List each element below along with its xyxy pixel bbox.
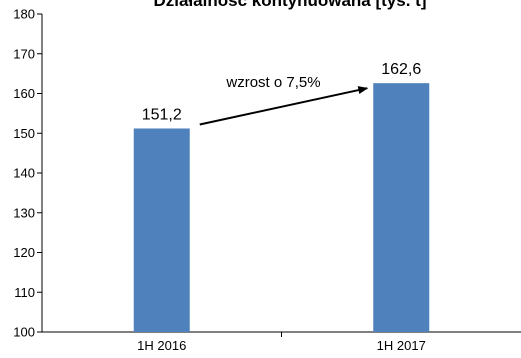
y-tick-label: 100 [13, 325, 35, 340]
x-axis: 1H 2016 1H 2017 [42, 331, 521, 353]
y-tick-label: 140 [13, 166, 35, 181]
y-tick-label: 170 [13, 46, 35, 61]
y-tick-label: 180 [13, 7, 35, 22]
x-tick-label: 1H 2016 [137, 338, 186, 353]
bar-value-label: 162,6 [381, 61, 421, 78]
bar [373, 83, 430, 332]
x-tick-label: 1H 2017 [377, 338, 426, 353]
data-labels: 151,2 162,6 [142, 61, 422, 123]
y-axis: 100 110 120 130 140 150 160 170 180 [13, 7, 43, 340]
y-tick-label: 150 [13, 126, 35, 141]
bars [133, 83, 430, 332]
y-tick-label: 160 [13, 86, 35, 101]
growth-arrow [199, 86, 369, 126]
bar-value-label: 151,2 [142, 106, 182, 123]
y-tick-label: 110 [14, 285, 35, 300]
y-tick-label: 130 [13, 205, 35, 220]
chart-title: Działalność kontynuowana [tys. t] [154, 0, 427, 10]
y-tick-label: 120 [13, 245, 35, 260]
bar [133, 128, 190, 332]
growth-annotation: wzrost o 7,5% [199, 74, 369, 126]
growth-annotation-text: wzrost o 7,5% [225, 74, 320, 91]
